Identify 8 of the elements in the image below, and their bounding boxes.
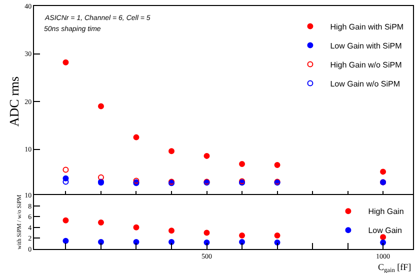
legend-label: Low Gain w/o SiPM (330, 79, 400, 88)
legend-label: High Gain w/o SiPM (330, 60, 402, 70)
legend-label: Low Gain (368, 226, 402, 236)
legend-label: Low Gain with SiPM (330, 41, 402, 50)
x-axis-title: C$_{gain}$ [fF] (378, 262, 412, 273)
y-axis-title: ADC rms (6, 76, 22, 127)
legend-label: High Gain (368, 207, 404, 216)
legend-label: High Gain with SiPM (330, 22, 404, 32)
